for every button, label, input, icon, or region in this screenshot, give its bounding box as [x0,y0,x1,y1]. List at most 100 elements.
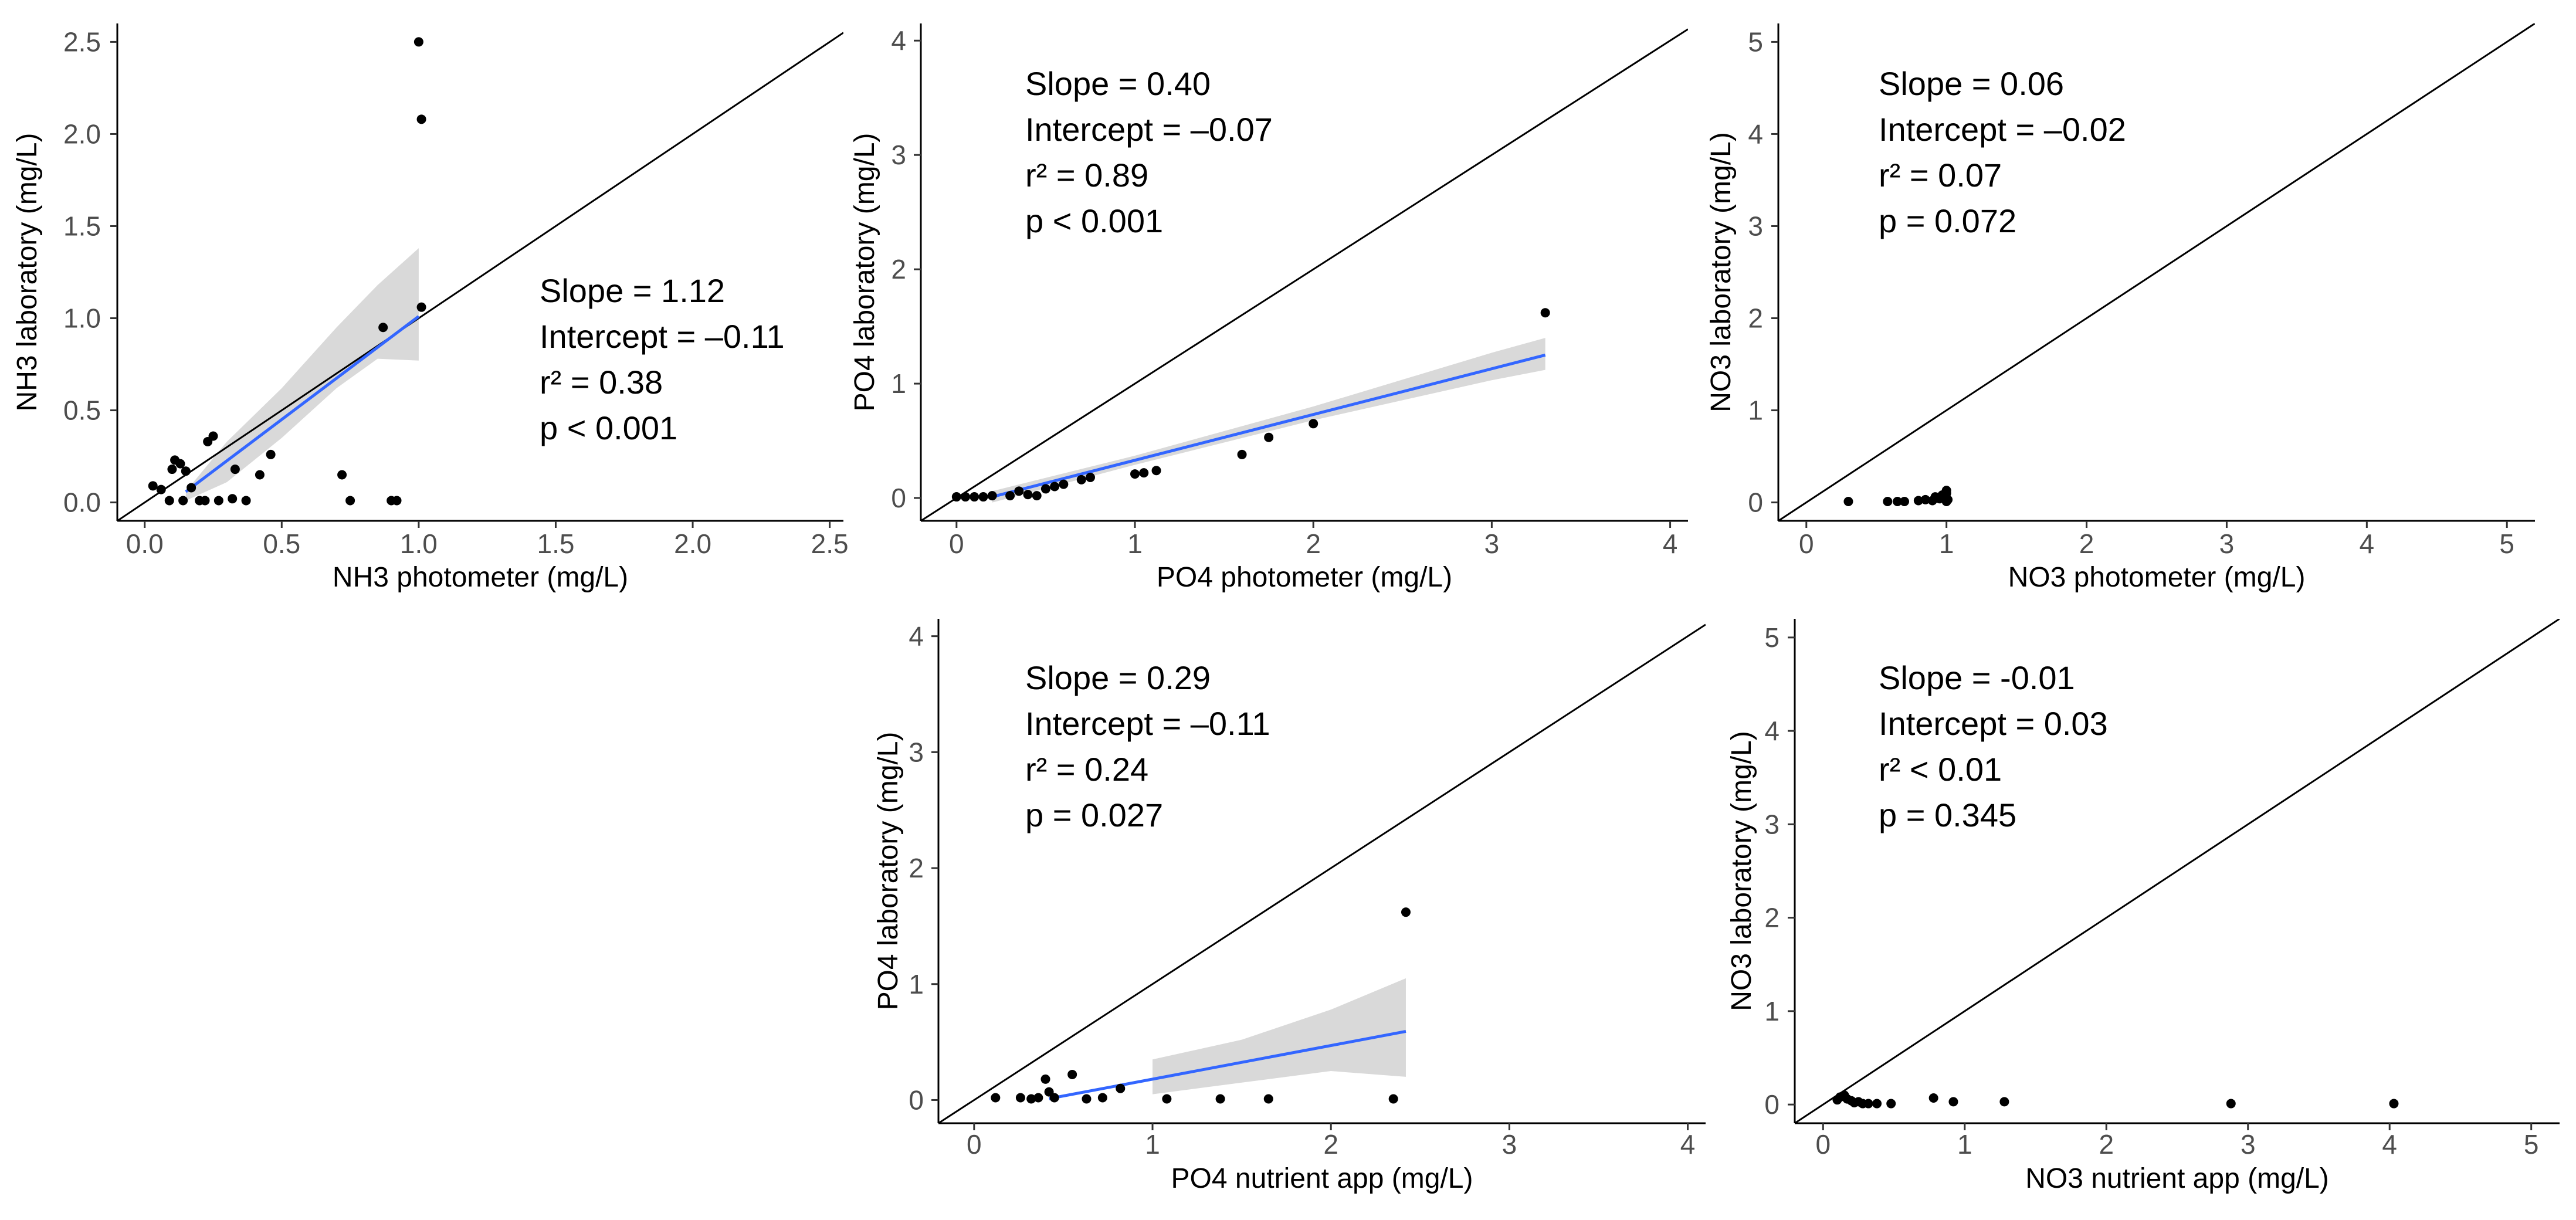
confidence-band [1153,978,1406,1094]
y-axis-label: NH3 laboratory (mg/L) [12,133,43,412]
one-to-one-line [938,623,1706,1123]
data-point [978,492,988,502]
y-tick-label: 3 [891,140,906,170]
y-tick-label: 2 [1748,303,1763,334]
y-tick-label: 0 [1748,487,1763,518]
x-axis-label: NH3 photometer (mg/L) [333,562,628,593]
y-tick-label: 2 [891,254,906,284]
data-point [1900,497,1909,507]
x-tick-label: 4 [2360,528,2375,559]
data-point [148,481,158,491]
y-tick-label: 4 [909,621,924,652]
y-axis-label: NO3 laboratory (mg/L) [1726,731,1757,1011]
y-tick-label: 2 [1764,903,1780,933]
confidence-band [185,248,419,501]
data-point [951,492,961,502]
x-tick-label: 0.0 [126,528,164,559]
data-point [1085,472,1095,482]
x-tick-label: 4 [1680,1129,1696,1160]
data-point [1032,491,1042,501]
y-axis-label: PO4 laboratory (mg/L) [873,732,904,1011]
one-to-one-line [1778,23,2535,521]
x-tick-label: 1 [1145,1129,1160,1160]
data-point [255,470,265,480]
y-tick-label: 4 [1748,118,1763,149]
data-point [230,465,240,475]
data-point [1920,494,1930,504]
data-point [1014,486,1024,496]
data-point [181,466,191,476]
x-axis-label: NO3 nutrient app (mg/L) [2025,1163,2329,1194]
x-tick-label: 3 [1502,1129,1517,1160]
stat-line: r² = 0.89 [1025,157,1148,194]
data-point [208,431,218,441]
x-axis-label: NO3 photometer (mg/L) [2008,562,2306,593]
data-point [1040,1074,1050,1084]
data-point [1843,497,1853,507]
data-point [1883,497,1893,507]
data-point [1872,1099,1882,1109]
y-tick-label: 1 [1764,996,1780,1026]
x-tick-label: 1 [1127,528,1143,559]
x-tick-label: 3 [2219,528,2235,559]
stat-line: Intercept = –0.07 [1025,111,1273,148]
stat-line: Slope = 0.40 [1025,65,1211,102]
regression-line [992,353,1546,499]
data-point [392,496,402,506]
stat-line: p = 0.345 [1879,797,2016,833]
data-point [1059,479,1069,489]
x-tick-label: 4 [1663,528,1678,559]
x-tick-label: 0 [1799,528,1814,559]
stat-line: Slope = 1.12 [540,272,725,309]
stat-line: r² = 0.24 [1025,751,1148,788]
x-tick-label: 5 [2524,1129,2539,1160]
y-tick-label: 3 [909,737,924,767]
data-point [1130,469,1140,479]
data-point [1050,482,1060,492]
data-point [1237,449,1247,459]
y-tick-label: 1 [891,368,906,399]
data-point [1401,907,1411,917]
stat-line: Intercept = –0.02 [1879,111,2126,148]
stat-line: Slope = -0.01 [1879,659,2075,696]
one-to-one-line [117,32,843,521]
stat-line: Slope = 0.29 [1025,659,1211,696]
data-point [1999,1097,2009,1107]
x-tick-label: 5 [2499,528,2514,559]
data-point [987,491,997,501]
y-tick-label: 2.5 [63,26,101,57]
y-tick-label: 5 [1764,622,1780,653]
data-point [1263,1094,1273,1104]
x-tick-label: 2 [1306,528,1321,559]
data-point [1264,432,1274,442]
stat-line: Intercept = –0.11 [540,318,785,355]
one-to-one-line [921,28,1688,521]
x-tick-label: 1.5 [537,528,574,559]
y-tick-label: 0 [1764,1089,1780,1120]
stat-line: p = 0.072 [1879,202,2016,239]
x-tick-label: 2 [2099,1129,2114,1160]
y-tick-label: 0 [909,1085,924,1115]
x-tick-label: 0 [1815,1129,1831,1160]
data-point [1139,468,1149,478]
data-point [1388,1094,1398,1104]
y-tick-label: 1.5 [63,211,101,241]
data-point [1097,1093,1107,1103]
x-tick-label: 2 [2079,528,2094,559]
x-tick-label: 2 [1323,1129,1338,1160]
data-point [1151,466,1161,476]
one-to-one-line [1795,619,2560,1123]
data-point [991,1093,1001,1103]
regression-line [185,315,420,493]
stat-line: Intercept = –0.11 [1025,705,1270,742]
y-tick-label: 2.0 [63,118,101,149]
data-point [1005,491,1015,501]
y-tick-label: 2 [909,853,924,883]
x-axis-label: PO4 nutrient app (mg/L) [1171,1163,1473,1194]
data-point [1033,1093,1043,1103]
